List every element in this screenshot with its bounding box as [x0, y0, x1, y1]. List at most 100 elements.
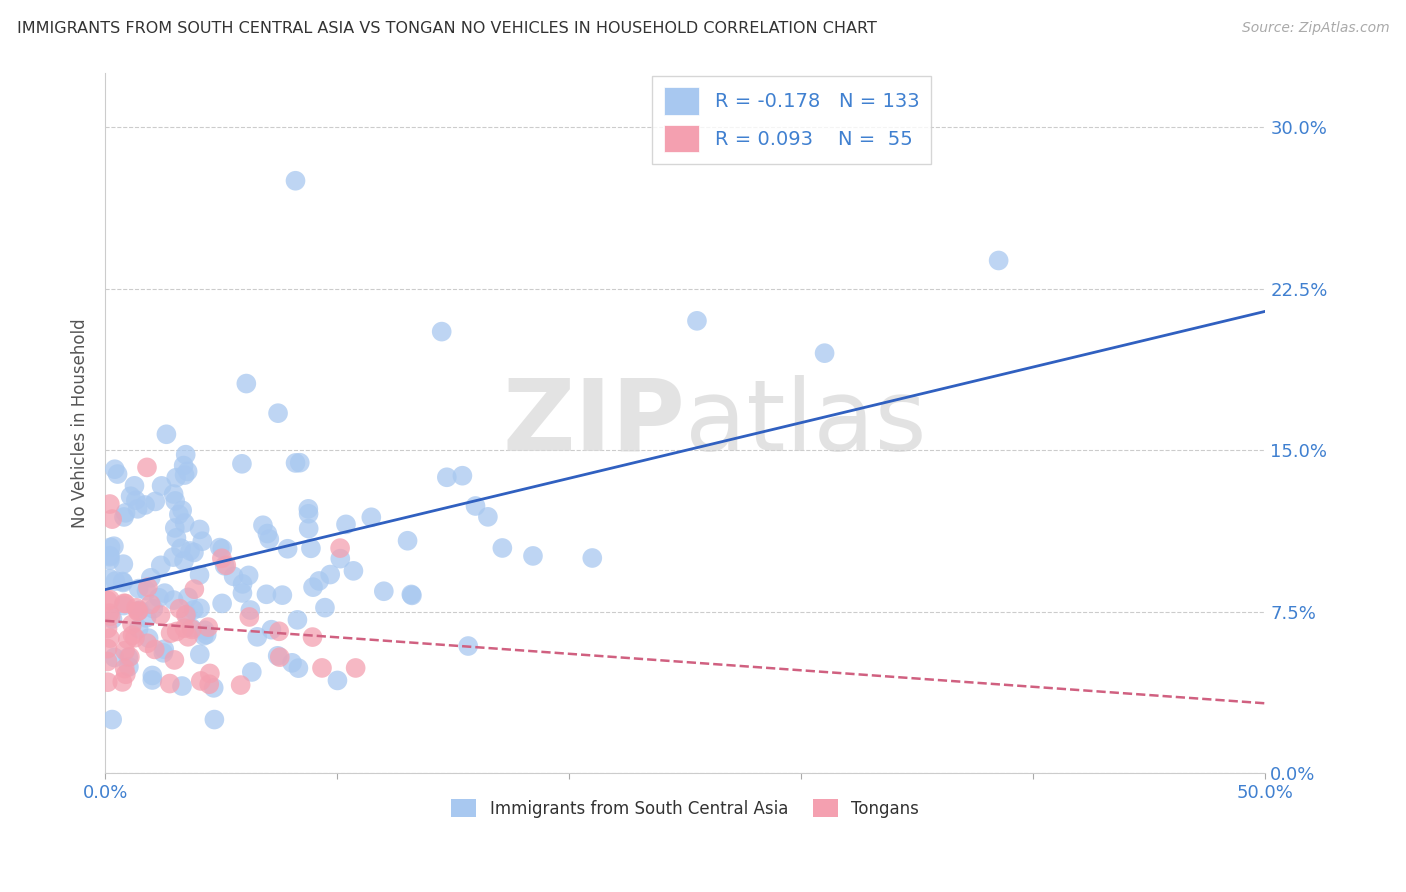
Point: [121, 617, 143, 632]
Point: [98, 606, 121, 620]
Point: [104, 462, 127, 476]
Point: [173, 621, 195, 635]
Point: [188, 523, 211, 537]
Point: [148, 591, 170, 605]
Point: [166, 624, 188, 639]
Point: [159, 676, 181, 690]
Point: [127, 501, 149, 516]
Point: [96, 622, 118, 636]
Point: [170, 541, 193, 556]
Point: [238, 610, 260, 624]
Point: [124, 631, 146, 645]
Point: [464, 499, 486, 513]
Point: [153, 642, 176, 657]
Point: [177, 591, 200, 605]
Point: [155, 427, 177, 442]
Point: [176, 607, 198, 622]
Point: [329, 541, 352, 555]
Point: [287, 613, 309, 627]
Point: [373, 584, 395, 599]
Point: [100, 541, 122, 555]
Point: [319, 567, 342, 582]
Point: [401, 588, 423, 602]
Point: [181, 623, 204, 637]
Point: [314, 600, 336, 615]
Point: [299, 541, 322, 556]
Point: [150, 479, 173, 493]
Point: [170, 679, 193, 693]
Point: [214, 558, 236, 573]
Point: [211, 551, 233, 566]
Point: [172, 503, 194, 517]
Point: [125, 600, 148, 615]
Point: [173, 468, 195, 483]
Point: [267, 648, 290, 663]
Point: [138, 631, 160, 645]
Point: [193, 629, 215, 643]
Point: [311, 661, 333, 675]
Point: [252, 518, 274, 533]
Point: [112, 557, 135, 571]
Point: [159, 626, 181, 640]
Point: [112, 599, 135, 613]
Point: [112, 596, 135, 610]
Point: [165, 494, 187, 508]
Point: [124, 479, 146, 493]
Point: [188, 648, 211, 662]
Point: [169, 601, 191, 615]
Text: IMMIGRANTS FROM SOUTH CENTRAL ASIA VS TONGAN NO VEHICLES IN HOUSEHOLD CORRELATIO: IMMIGRANTS FROM SOUTH CENTRAL ASIA VS TO…: [17, 21, 877, 36]
Point: [183, 582, 205, 597]
Point: [142, 601, 165, 615]
Point: [135, 583, 157, 598]
Point: [240, 665, 263, 679]
Point: [152, 646, 174, 660]
Point: [128, 622, 150, 636]
Point: [231, 586, 253, 600]
Point: [197, 620, 219, 634]
Point: [120, 489, 142, 503]
Point: [344, 661, 367, 675]
Point: [107, 467, 129, 481]
Point: [430, 325, 453, 339]
Point: [238, 568, 260, 582]
Point: [360, 510, 382, 524]
Point: [112, 510, 135, 524]
Point: [136, 580, 159, 594]
Point: [191, 534, 214, 549]
Point: [287, 661, 309, 675]
Text: Source: ZipAtlas.com: Source: ZipAtlas.com: [1241, 21, 1389, 35]
Point: [211, 596, 233, 610]
Point: [128, 582, 150, 596]
Point: [98, 549, 121, 563]
Point: [477, 509, 499, 524]
Point: [96, 593, 118, 607]
Point: [254, 587, 277, 601]
Point: [96, 641, 118, 656]
Point: [111, 574, 134, 589]
Point: [231, 457, 253, 471]
Point: [112, 575, 135, 590]
Point: [235, 376, 257, 391]
Point: [451, 468, 474, 483]
Point: [194, 624, 217, 638]
Point: [139, 597, 162, 611]
Point: [128, 603, 150, 617]
Point: [288, 456, 311, 470]
Point: [125, 493, 148, 508]
Point: [173, 516, 195, 530]
Point: [118, 649, 141, 664]
Point: [174, 448, 197, 462]
Point: [167, 508, 190, 522]
Point: [103, 539, 125, 553]
Point: [269, 624, 291, 639]
Point: [101, 713, 124, 727]
Point: [96, 655, 118, 669]
Point: [198, 666, 221, 681]
Point: [686, 314, 709, 328]
Point: [117, 632, 139, 647]
Point: [183, 603, 205, 617]
Point: [174, 607, 197, 622]
Point: [136, 636, 159, 650]
Point: [141, 668, 163, 682]
Point: [134, 498, 156, 512]
